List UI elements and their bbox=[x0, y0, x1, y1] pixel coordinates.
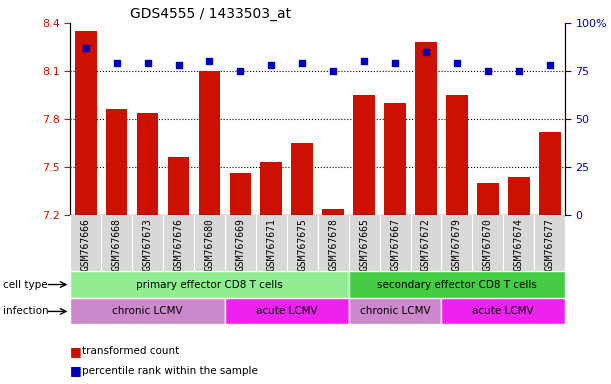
Bar bbox=[353, 95, 375, 215]
Point bbox=[328, 68, 338, 74]
Bar bbox=[70, 298, 225, 324]
Bar bbox=[106, 109, 128, 215]
Bar bbox=[477, 183, 499, 215]
Bar bbox=[323, 209, 344, 215]
Point bbox=[545, 62, 555, 68]
Point bbox=[298, 60, 307, 66]
Bar bbox=[415, 42, 437, 215]
Bar bbox=[137, 113, 158, 215]
Point bbox=[81, 45, 90, 51]
Text: GSM767676: GSM767676 bbox=[174, 218, 183, 271]
Text: transformed count: transformed count bbox=[82, 346, 180, 356]
Text: ■: ■ bbox=[70, 345, 82, 358]
Point bbox=[205, 58, 214, 65]
Point bbox=[359, 58, 369, 65]
Bar bbox=[384, 103, 406, 215]
Point bbox=[514, 68, 524, 74]
Text: chronic LCMV: chronic LCMV bbox=[360, 306, 430, 316]
Text: acute LCMV: acute LCMV bbox=[472, 306, 534, 316]
Text: GSM767668: GSM767668 bbox=[112, 218, 122, 271]
Bar bbox=[508, 177, 530, 215]
Text: chronic LCMV: chronic LCMV bbox=[112, 306, 183, 316]
Text: GSM767670: GSM767670 bbox=[483, 218, 493, 271]
Text: primary effector CD8 T cells: primary effector CD8 T cells bbox=[136, 280, 283, 290]
Point bbox=[421, 49, 431, 55]
Bar bbox=[225, 298, 349, 324]
Bar bbox=[291, 143, 313, 215]
Bar bbox=[349, 298, 442, 324]
Text: GDS4555 / 1433503_at: GDS4555 / 1433503_at bbox=[130, 7, 291, 21]
Text: ■: ■ bbox=[70, 364, 82, 377]
Text: GSM767675: GSM767675 bbox=[298, 218, 307, 271]
Text: acute LCMV: acute LCMV bbox=[256, 306, 318, 316]
Point bbox=[483, 68, 492, 74]
Point bbox=[174, 62, 183, 68]
Text: GSM767671: GSM767671 bbox=[266, 218, 276, 271]
Bar bbox=[442, 298, 565, 324]
Text: GSM767680: GSM767680 bbox=[205, 218, 214, 271]
Bar bbox=[70, 271, 349, 298]
Text: GSM767679: GSM767679 bbox=[452, 218, 462, 271]
Text: GSM767665: GSM767665 bbox=[359, 218, 369, 271]
Point bbox=[266, 62, 276, 68]
Text: GSM767669: GSM767669 bbox=[235, 218, 246, 271]
Text: GSM767678: GSM767678 bbox=[328, 218, 338, 271]
Bar bbox=[199, 71, 221, 215]
Bar bbox=[349, 271, 565, 298]
Bar bbox=[260, 162, 282, 215]
Text: GSM767666: GSM767666 bbox=[81, 218, 90, 271]
Bar bbox=[167, 157, 189, 215]
Text: infection: infection bbox=[3, 306, 49, 316]
Text: GSM767667: GSM767667 bbox=[390, 218, 400, 271]
Bar bbox=[75, 31, 97, 215]
Text: cell type: cell type bbox=[3, 280, 48, 290]
Bar bbox=[446, 95, 468, 215]
Point bbox=[452, 60, 462, 66]
Bar bbox=[539, 132, 560, 215]
Point bbox=[235, 68, 245, 74]
Text: secondary effector CD8 T cells: secondary effector CD8 T cells bbox=[377, 280, 537, 290]
Point bbox=[143, 60, 153, 66]
Bar bbox=[230, 174, 251, 215]
Text: GSM767674: GSM767674 bbox=[514, 218, 524, 271]
Point bbox=[390, 60, 400, 66]
Text: GSM767672: GSM767672 bbox=[421, 218, 431, 271]
Text: GSM767677: GSM767677 bbox=[545, 218, 555, 271]
Text: percentile rank within the sample: percentile rank within the sample bbox=[82, 366, 258, 376]
Text: GSM767673: GSM767673 bbox=[142, 218, 153, 271]
Point bbox=[112, 60, 122, 66]
